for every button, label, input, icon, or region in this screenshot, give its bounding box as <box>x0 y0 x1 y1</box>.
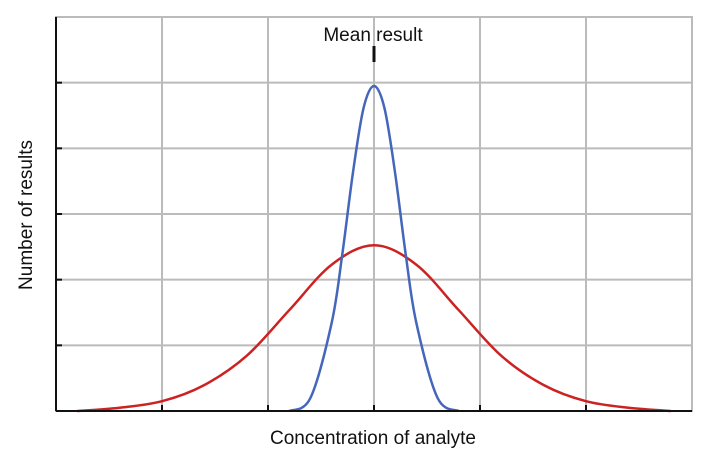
mean-result-label: Mean result <box>323 25 423 46</box>
y-axis-title: Number of results <box>16 140 37 290</box>
axes <box>55 17 692 412</box>
wide-distribution-curve <box>77 243 671 413</box>
x-axis-title: Concentration of analyte <box>270 428 476 449</box>
grid-lines <box>55 16 693 412</box>
curves <box>77 84 671 413</box>
narrow-distribution-curve <box>288 84 460 413</box>
